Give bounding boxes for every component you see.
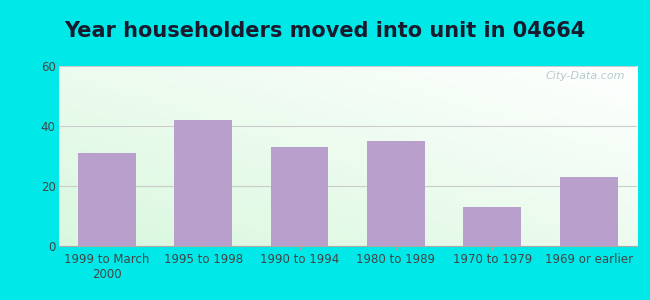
Bar [463, 207, 521, 246]
Bar [560, 177, 618, 246]
Bar [174, 120, 232, 246]
Bar [270, 147, 328, 246]
Text: City-Data.com: City-Data.com [546, 71, 625, 81]
Text: Year householders moved into unit in 04664: Year householders moved into unit in 046… [64, 21, 586, 41]
Bar [78, 153, 136, 246]
Bar [367, 141, 425, 246]
